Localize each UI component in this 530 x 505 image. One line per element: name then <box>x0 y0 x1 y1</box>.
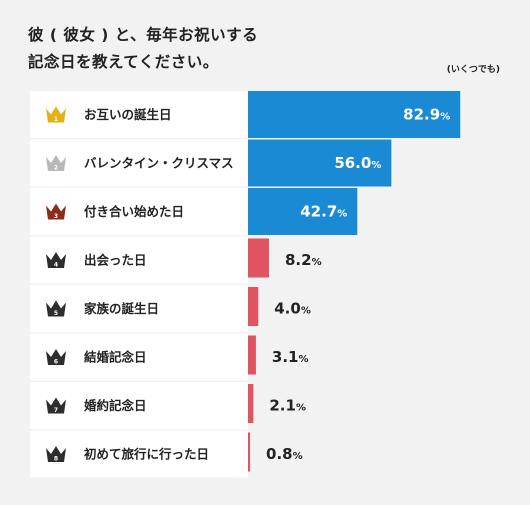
value-number: 56.0 <box>334 154 371 172</box>
bar <box>248 335 256 375</box>
category-label: バレンタイン・クリスマス <box>84 156 234 171</box>
rank-number: 8 <box>54 455 58 462</box>
crown-shape <box>46 397 66 414</box>
bar-row: 8 初めて旅行に行った日 0.8% <box>30 430 303 478</box>
bar <box>248 91 461 138</box>
category-label: 付き合い始めた日 <box>84 204 184 219</box>
bar-row: 2 バレンタイン・クリスマス 56.0% <box>30 139 392 187</box>
category-label: 結婚記念日 <box>84 350 147 365</box>
chart-title: 彼 ( 彼女 ) と、毎年お祝いする 記念日を教えてください。 <box>28 22 258 76</box>
row-label-background <box>30 188 248 235</box>
rank-number: 4 <box>54 261 58 268</box>
crown-shape <box>46 106 66 123</box>
category-label: お互いの誕生日 <box>84 107 172 122</box>
value-number: 4.0 <box>274 300 301 318</box>
row-label-background <box>30 382 248 429</box>
bar <box>248 139 392 187</box>
multiple-answer-note: (いくつでも) <box>446 65 500 75</box>
value-number: 2.1 <box>269 397 296 415</box>
rank-number: 7 <box>54 407 58 414</box>
value-label: 4.0% <box>274 300 311 318</box>
crown-dark-icon: 5 <box>46 300 66 317</box>
title-line-1: 彼 ( 彼女 ) と、毎年お祝いする <box>28 26 259 44</box>
bar-row: 4 出会った日 8.2% <box>30 236 322 284</box>
bar-row: 7 婚約記念日 2.1% <box>30 382 306 429</box>
crown-shape <box>46 446 66 462</box>
value-number: 82.9 <box>403 106 440 124</box>
value-unit: % <box>296 403 306 414</box>
title-line-2: 記念日を教えてください。 <box>28 53 219 71</box>
value-label: 0.8% <box>266 445 303 463</box>
crown-silver-icon: 2 <box>46 155 66 171</box>
value-unit: % <box>371 160 381 171</box>
value-unit: % <box>299 354 309 365</box>
crown-shape <box>46 155 66 171</box>
value-number: 0.8 <box>266 445 293 463</box>
row-label-background <box>30 285 248 332</box>
rank-number: 2 <box>54 164 58 171</box>
rank-number: 1 <box>54 116 58 123</box>
value-label: 3.1% <box>272 348 309 366</box>
crown-dark-icon: 7 <box>46 397 66 414</box>
value-number: 8.2 <box>285 251 312 269</box>
crown-shape <box>46 203 66 220</box>
row-label-background <box>30 430 248 478</box>
value-label: 82.9% <box>403 106 450 124</box>
row-label-background <box>30 139 248 187</box>
bar-row: 6 結婚記念日 3.1% <box>30 333 309 381</box>
value-unit: % <box>440 112 450 123</box>
row-label-background <box>30 91 248 138</box>
value-label: 56.0% <box>334 154 381 172</box>
value-label: 2.1% <box>269 397 306 415</box>
crown-dark-icon: 4 <box>46 252 66 268</box>
value-label: 8.2% <box>285 251 322 269</box>
bar <box>248 384 254 423</box>
bar <box>248 188 358 235</box>
crown-shape <box>46 252 66 268</box>
crown-shape <box>46 300 66 317</box>
crown-bronze-icon: 3 <box>46 203 66 220</box>
value-unit: % <box>301 306 311 317</box>
row-label-background <box>30 333 248 381</box>
category-label: 初めて旅行に行った日 <box>84 447 209 462</box>
crown-dark-icon: 6 <box>46 349 66 365</box>
value-unit: % <box>337 209 347 220</box>
rank-number: 3 <box>54 213 58 220</box>
crown-gold-icon: 1 <box>46 106 66 123</box>
bar <box>248 432 251 472</box>
bar <box>248 238 269 278</box>
rank-number: 5 <box>54 310 58 317</box>
value-number: 3.1 <box>272 348 299 366</box>
category-label: 出会った日 <box>84 253 147 268</box>
value-label: 42.7% <box>300 203 347 221</box>
crown-dark-icon: 8 <box>46 446 66 462</box>
bar <box>248 287 259 326</box>
bar-row: 1 お互いの誕生日 82.9% <box>30 91 461 138</box>
value-unit: % <box>312 257 322 268</box>
bar-row: 5 家族の誕生日 4.0% <box>30 285 311 332</box>
category-label: 家族の誕生日 <box>84 301 159 316</box>
crown-shape <box>46 349 66 365</box>
value-unit: % <box>293 451 303 462</box>
bar-row: 3 付き合い始めた日 42.7% <box>30 188 358 235</box>
category-label: 婚約記念日 <box>83 398 147 413</box>
row-label-background <box>30 236 248 284</box>
rank-number: 6 <box>54 358 58 365</box>
value-number: 42.7 <box>300 203 337 221</box>
